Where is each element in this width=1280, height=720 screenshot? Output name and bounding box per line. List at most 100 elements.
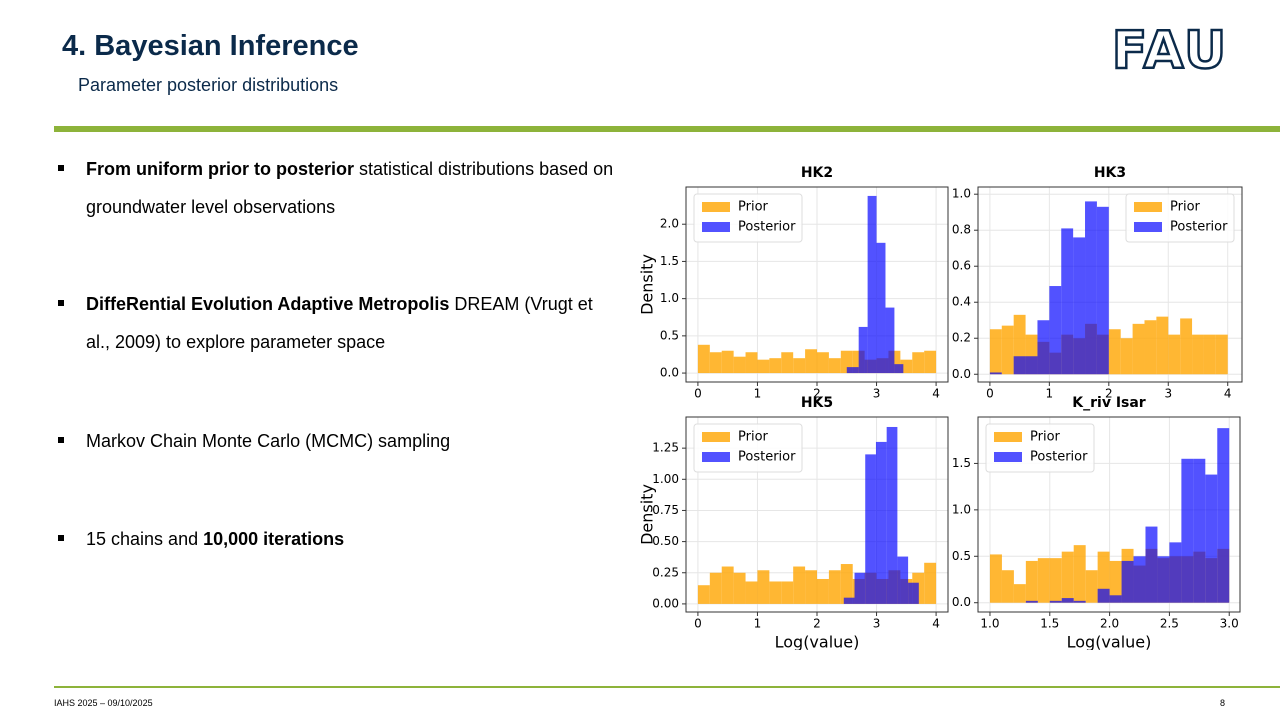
- legend-swatch: [1134, 222, 1162, 232]
- bullet-text: statistical distributions based on groun…: [86, 159, 614, 217]
- logo: FAU: [1111, 22, 1228, 82]
- histogram-bar: [1001, 570, 1014, 603]
- bullet-text: Markov Chain Monte Carlo (MCMC) sampling: [86, 431, 451, 451]
- histogram-bar: [1096, 206, 1109, 375]
- histogram-bar: [1180, 318, 1193, 375]
- legend-swatch: [994, 452, 1022, 462]
- histogram-bar: [1061, 551, 1074, 603]
- x-tick-label: 2: [813, 617, 821, 631]
- histogram-bar: [1049, 558, 1062, 603]
- bullet-text: 10,000 iterations: [203, 529, 345, 549]
- bullet-text: DREAM (Vrugt et al., 2009) to explore pa…: [86, 294, 593, 352]
- y-tick-label: 0.00: [652, 596, 679, 610]
- x-tick-label: 3: [873, 617, 881, 631]
- histogram-bar: [885, 307, 895, 374]
- histogram-bar: [1203, 334, 1216, 375]
- x-tick-label: 0: [986, 387, 994, 401]
- histogram-bar: [721, 566, 734, 604]
- legend: Prior Posterior: [693, 423, 803, 473]
- histogram-bar: [1013, 314, 1026, 375]
- histogram-bar: [1097, 551, 1110, 603]
- legend-label: Prior: [738, 430, 769, 445]
- histogram-bar: [1073, 237, 1086, 375]
- histogram-bar: [1025, 334, 1038, 375]
- histogram-bar: [757, 570, 770, 604]
- histogram-bar: [875, 441, 887, 604]
- chart-title: HK5: [801, 395, 833, 411]
- histogram-bar: [846, 367, 859, 374]
- histogram-bar: [1132, 323, 1145, 375]
- histogram-bar: [828, 358, 841, 374]
- histogram-bar: [817, 578, 829, 604]
- y-tick-label: 0.50: [652, 534, 679, 548]
- histogram-bar: [781, 581, 794, 604]
- histogram-bar: [1193, 458, 1206, 603]
- x-tick-label: 2.0: [1100, 617, 1119, 631]
- legend-label: Posterior: [1170, 220, 1228, 235]
- chart-title: HK2: [801, 165, 833, 181]
- histogram-bar: [1097, 588, 1110, 603]
- logo-text: FAU: [1112, 22, 1228, 81]
- histogram-bar: [733, 356, 746, 374]
- x-axis-label: Log(value): [1067, 633, 1152, 651]
- y-tick-label: 1.25: [652, 441, 679, 455]
- slide-title: 4. Bayesian Inference: [62, 30, 359, 62]
- x-tick-label: 0: [694, 617, 702, 631]
- histogram-bar: [1215, 334, 1228, 375]
- legend-swatch: [702, 432, 730, 442]
- histogram-bar: [1085, 570, 1098, 603]
- bullet-text: DiffeRential Evolution Adaptive Metropol…: [86, 294, 450, 314]
- histogram-bar: [1181, 458, 1194, 603]
- histogram-bar: [1133, 556, 1146, 603]
- y-tick-label: 2.0: [660, 217, 679, 231]
- legend: Prior Posterior: [1125, 193, 1235, 243]
- histogram-bar: [1013, 356, 1026, 375]
- histogram-bar: [1061, 598, 1074, 603]
- histogram-bar: [745, 581, 758, 604]
- histogram-bar: [769, 581, 782, 604]
- bullet-text: From uniform prior to posterior: [86, 159, 354, 179]
- legend-swatch: [702, 202, 730, 212]
- legend-label: Posterior: [738, 450, 796, 465]
- slide-subtitle: Parameter posterior distributions: [78, 75, 339, 95]
- y-tick-label: 0.0: [952, 367, 971, 381]
- y-tick-label: 0.5: [952, 549, 971, 563]
- legend-swatch: [702, 452, 730, 462]
- histogram-bar: [865, 454, 876, 604]
- legend-label: Prior: [1170, 200, 1201, 215]
- histogram-bar: [1061, 228, 1074, 375]
- x-tick-label: 2: [1105, 387, 1113, 401]
- histogram-bar: [781, 352, 794, 374]
- histogram-bar: [745, 352, 758, 374]
- footer-text: IAHS 2025 – 09/10/2025: [54, 698, 153, 708]
- histogram-bar: [1205, 474, 1218, 603]
- bullet: From uniform prior to posterior statisti…: [58, 150, 621, 226]
- plot-frame: [685, 416, 949, 613]
- x-tick-label: 4: [932, 387, 940, 401]
- histogram-bar: [1217, 428, 1230, 603]
- y-tick-label: 0.4: [952, 295, 971, 309]
- histogram-bar: [1025, 356, 1038, 375]
- bullet-text: 15 chains and: [86, 529, 204, 549]
- histogram-bar: [793, 566, 806, 604]
- y-axis-label: Density: [638, 254, 657, 315]
- histogram-bar: [805, 349, 817, 374]
- histogram-bar: [1109, 560, 1122, 603]
- histogram-bar: [843, 597, 855, 604]
- y-tick-label: 0.8: [952, 223, 971, 237]
- histogram-bar: [697, 344, 710, 374]
- plot-frame: [685, 186, 949, 383]
- y-tick-label: 0.0: [952, 595, 971, 609]
- y-tick-label: 0.6: [952, 259, 971, 273]
- histogram-bar: [912, 352, 925, 374]
- histogram-bar: [721, 350, 734, 374]
- y-tick-label: 1.0: [952, 502, 971, 516]
- histogram-bar: [900, 359, 913, 374]
- legend-label: Posterior: [738, 220, 796, 235]
- x-tick-label: 1: [754, 387, 762, 401]
- histogram-bar: [840, 564, 853, 604]
- histogram-bar: [858, 326, 868, 374]
- histogram-bar: [793, 358, 806, 374]
- histogram-bar: [1025, 600, 1038, 603]
- histogram-bar: [989, 329, 1002, 375]
